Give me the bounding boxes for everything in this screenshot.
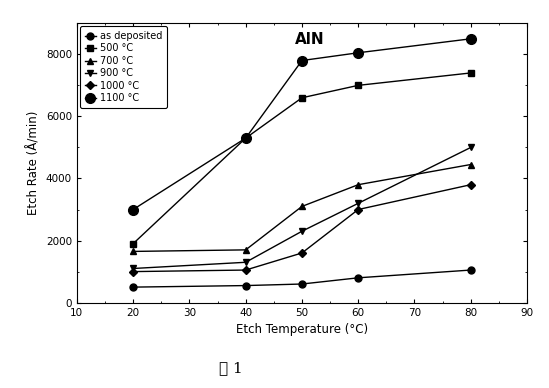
700 °C <box>130 249 137 254</box>
700 °C <box>355 182 362 187</box>
as deposited <box>468 268 474 272</box>
1000 °C <box>355 207 362 212</box>
as deposited <box>299 282 305 286</box>
900 °C <box>468 145 474 150</box>
500 °C <box>130 241 137 246</box>
Line: 1000 °C: 1000 °C <box>130 182 474 274</box>
500 °C <box>355 83 362 88</box>
700 °C <box>468 162 474 167</box>
1100 °C <box>468 36 474 41</box>
Text: 图 1: 图 1 <box>219 362 243 376</box>
1000 °C <box>130 269 137 274</box>
900 °C <box>243 260 249 265</box>
Y-axis label: Etch Rate (Å/min): Etch Rate (Å/min) <box>27 111 40 215</box>
Line: 900 °C: 900 °C <box>130 144 474 272</box>
as deposited <box>243 283 249 288</box>
1100 °C <box>243 136 249 140</box>
1000 °C <box>243 268 249 272</box>
Line: 1100 °C: 1100 °C <box>128 34 475 215</box>
900 °C <box>299 229 305 234</box>
Legend: as deposited, 500 °C, 700 °C, 900 °C, 1000 °C, 1100 °C: as deposited, 500 °C, 700 °C, 900 °C, 10… <box>80 26 167 108</box>
900 °C <box>355 201 362 206</box>
X-axis label: Etch Temperature (°C): Etch Temperature (°C) <box>236 323 368 336</box>
Line: 700 °C: 700 °C <box>130 161 474 255</box>
1100 °C <box>299 58 305 63</box>
500 °C <box>243 136 249 140</box>
Line: as deposited: as deposited <box>130 267 474 291</box>
500 °C <box>299 95 305 100</box>
700 °C <box>243 248 249 252</box>
Text: AlN: AlN <box>295 32 325 47</box>
1100 °C <box>130 207 137 212</box>
1000 °C <box>299 251 305 255</box>
as deposited <box>355 275 362 280</box>
500 °C <box>468 71 474 75</box>
1000 °C <box>468 182 474 187</box>
Line: 500 °C: 500 °C <box>130 69 474 247</box>
as deposited <box>130 285 137 289</box>
1100 °C <box>355 50 362 55</box>
700 °C <box>299 204 305 209</box>
900 °C <box>130 266 137 271</box>
